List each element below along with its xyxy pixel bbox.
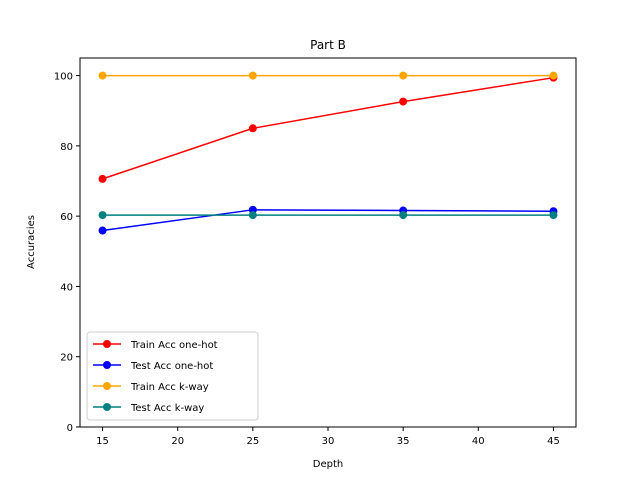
x-tick-label: 40 [472, 436, 485, 447]
data-point [248, 211, 257, 220]
y-tick-label: 20 [60, 353, 73, 364]
x-tick-label: 15 [96, 436, 109, 447]
x-tick-label: 25 [246, 436, 259, 447]
legend-marker [103, 340, 111, 348]
data-point [98, 226, 107, 235]
x-axis-title: Depth [313, 459, 343, 470]
y-tick-label: 60 [60, 212, 73, 223]
legend-label: Train Acc one-hot [130, 340, 218, 351]
plot-area [98, 71, 558, 235]
series-line [102, 209, 554, 232]
data-point [98, 71, 107, 80]
y-axis-title: Accuracies [26, 215, 37, 269]
legend-label: Test Acc k-way [130, 403, 204, 414]
data-point [549, 211, 558, 220]
x-tick-label: 35 [397, 436, 410, 447]
data-point [399, 71, 408, 80]
x-tick-label: 20 [171, 436, 184, 447]
legend-marker [103, 403, 111, 411]
data-point [248, 71, 257, 80]
series-line [102, 76, 554, 180]
legend-marker [103, 382, 111, 390]
legend: Train Acc one-hot Test Acc one-hot Train A… [86, 331, 259, 421]
y-tick-label: 40 [60, 282, 73, 293]
legend-label: Train Acc k-way [130, 382, 209, 393]
y-tick-label: 80 [60, 142, 73, 153]
y-tick-label: 100 [54, 72, 73, 83]
x-tick-label: 30 [322, 436, 335, 447]
x-axis: 15 20 25 30 35 40 45 [96, 427, 560, 447]
data-point [399, 97, 408, 106]
chart-title: Part B [310, 38, 346, 52]
data-point [248, 124, 257, 133]
legend-label: Test Acc one-hot [130, 361, 213, 372]
legend-box [86, 331, 259, 421]
data-point [98, 211, 107, 220]
y-tick-label: 0 [67, 423, 73, 434]
data-point [98, 174, 107, 183]
data-point [399, 211, 408, 220]
x-tick-label: 45 [547, 436, 560, 447]
y-axis: 0 20 40 60 80 100 [54, 72, 80, 434]
legend-marker [103, 361, 111, 369]
data-point [549, 71, 558, 80]
